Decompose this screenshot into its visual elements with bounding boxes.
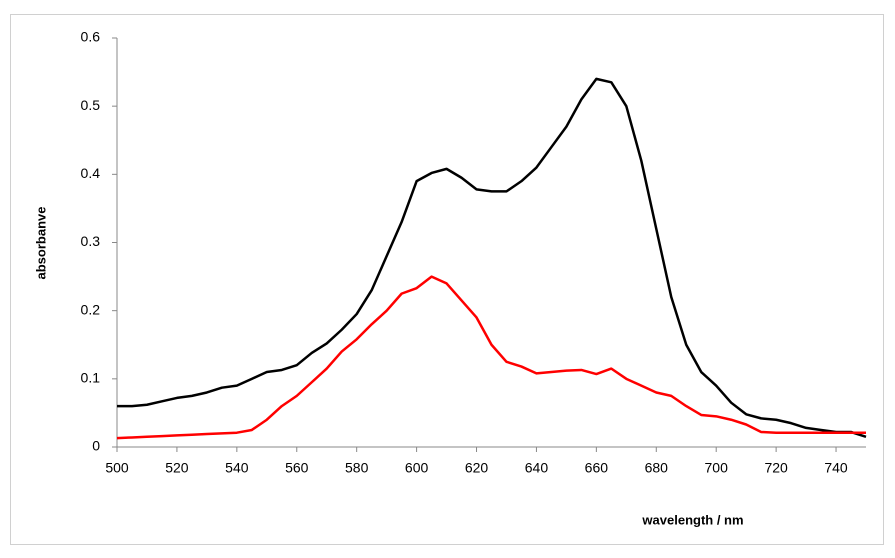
y-tick-label: 0.5 xyxy=(81,97,101,113)
y-tick-label: 0.4 xyxy=(81,165,101,181)
x-tick-label: 580 xyxy=(345,460,369,476)
x-tick-label: 560 xyxy=(285,460,309,476)
x-tick-label: 640 xyxy=(525,460,549,476)
x-tick-label: 500 xyxy=(105,460,129,476)
chart-frame xyxy=(10,14,884,545)
x-tick-label: 540 xyxy=(225,460,249,476)
y-tick-label: 0.1 xyxy=(81,370,101,386)
x-tick-label: 740 xyxy=(824,460,848,476)
x-tick-label: 700 xyxy=(705,460,729,476)
x-tick-label: 620 xyxy=(465,460,489,476)
x-tick-label: 600 xyxy=(405,460,429,476)
y-tick-label: 0.2 xyxy=(81,301,101,317)
data-line xyxy=(116,275,866,440)
x-axis-title: wavelength / nm xyxy=(641,512,743,527)
y-tick-label: 0.6 xyxy=(81,29,101,45)
x-tick-label: 660 xyxy=(585,460,609,476)
x-tick-label: 680 xyxy=(645,460,669,476)
y-tick-label: 0 xyxy=(92,438,100,454)
y-tick-label: 0.3 xyxy=(81,233,101,249)
y-axis-title: absorbanve xyxy=(33,207,48,280)
x-tick-label: 520 xyxy=(165,460,189,476)
x-tick-label: 720 xyxy=(764,460,788,476)
data-line xyxy=(117,77,867,438)
